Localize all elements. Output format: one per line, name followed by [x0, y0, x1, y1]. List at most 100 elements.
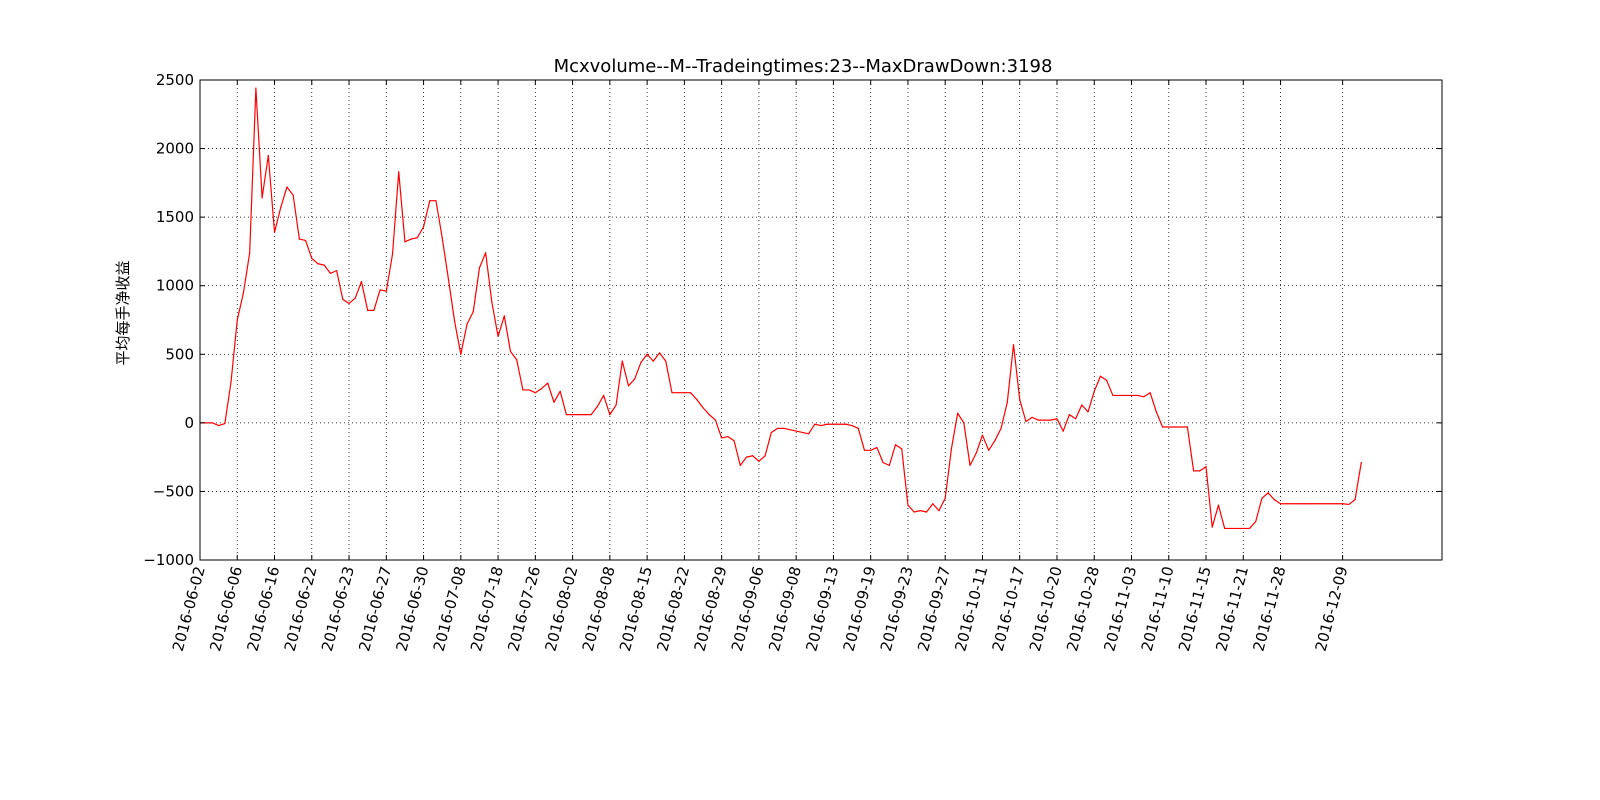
data-point: [925, 511, 928, 513]
data-point: [1255, 521, 1257, 523]
data-point: [1211, 526, 1213, 528]
x-tick-label: 2016-11-28: [1249, 564, 1289, 653]
data-point: [994, 440, 996, 442]
x-tick-label: 2016-06-06: [206, 564, 246, 653]
data-point: [578, 414, 580, 416]
x-tick-label: 2016-10-20: [1026, 564, 1066, 653]
data-point: [913, 511, 915, 513]
data-point: [416, 237, 418, 239]
data-point: [503, 315, 505, 317]
plot-frame: [199, 79, 1443, 561]
x-tick-label: 2016-06-30: [392, 564, 432, 653]
data-point: [1087, 411, 1089, 413]
x-tick-label: 2016-06-27: [355, 564, 395, 653]
data-point: [292, 194, 294, 196]
x-tick-label: 2016-07-26: [504, 564, 544, 653]
data-point: [975, 452, 977, 454]
data-point: [404, 241, 406, 243]
data-point: [1248, 527, 1251, 530]
data-point: [745, 456, 748, 458]
x-axis-ticks: 2016-06-022016-06-062016-06-162016-06-22…: [169, 80, 1352, 653]
data-point: [1031, 416, 1033, 418]
data-point: [776, 427, 779, 429]
data-point: [646, 353, 648, 355]
data-point: [851, 425, 853, 427]
data-point: [242, 291, 245, 294]
data-point: [689, 392, 692, 394]
x-tick-label: 2016-07-18: [467, 564, 507, 653]
x-tick-label: 2016-11-03: [1100, 564, 1140, 653]
data-point: [472, 311, 474, 313]
data-point: [273, 231, 276, 233]
data-point: [627, 385, 630, 387]
data-point: [584, 414, 586, 416]
data-point: [1286, 503, 1288, 505]
data-point: [603, 394, 605, 397]
x-tick-label: 2016-06-22: [281, 564, 321, 653]
data-point: [329, 272, 332, 274]
data-point: [478, 267, 481, 269]
data-point: [876, 446, 878, 449]
data-point: [354, 297, 356, 299]
data-point: [286, 186, 288, 188]
x-tick-label: 2016-06-16: [243, 564, 283, 653]
data-point: [298, 238, 300, 240]
data-point: [1317, 503, 1319, 505]
data-point: [565, 414, 567, 416]
y-tick-label: −1000: [143, 551, 194, 569]
data-point: [826, 423, 828, 425]
data-point: [323, 264, 325, 266]
data-point: [311, 257, 313, 259]
data-point: [1168, 426, 1170, 428]
data-point: [211, 422, 214, 424]
x-tick-label: 2016-09-23: [877, 564, 917, 653]
data-point: [1149, 392, 1151, 394]
data-point: [367, 309, 369, 311]
data-point: [727, 435, 729, 438]
data-point: [485, 252, 487, 254]
data-point: [1137, 394, 1139, 397]
data-point: [1304, 503, 1306, 505]
data-point: [758, 460, 760, 462]
data-point: [1224, 527, 1226, 530]
data-point: [509, 350, 512, 353]
data-point: [733, 440, 735, 442]
data-point: [957, 412, 959, 414]
x-tick-label: 2016-11-15: [1175, 564, 1215, 653]
data-point: [1236, 527, 1238, 530]
data-point: [1012, 344, 1015, 346]
data-point: [1273, 499, 1275, 501]
data-point: [391, 253, 394, 255]
data-point: [454, 320, 456, 322]
data-point: [1075, 418, 1077, 420]
data-point: [621, 360, 623, 362]
data-point: [1155, 411, 1157, 413]
data-point: [497, 335, 499, 338]
x-tick-label: 2016-09-27: [914, 564, 954, 653]
data-point: [640, 361, 642, 364]
y-tick-label: −500: [153, 482, 194, 500]
data-point: [888, 464, 890, 466]
data-point: [1043, 419, 1046, 421]
data-point: [255, 87, 257, 89]
data-point: [429, 200, 431, 202]
data-point: [1068, 414, 1070, 416]
data-point: [1056, 418, 1058, 420]
x-tick-label: 2016-10-11: [951, 564, 991, 653]
x-tick-label: 2016-09-06: [728, 564, 768, 653]
data-point: [665, 360, 667, 362]
x-tick-label: 2016-08-08: [579, 564, 619, 653]
data-point: [1112, 394, 1114, 397]
data-point: [708, 414, 710, 416]
data-point: [696, 398, 698, 401]
data-point: [845, 423, 847, 425]
data-point: [528, 389, 530, 391]
data-point: [534, 392, 536, 394]
data-point: [820, 425, 822, 427]
x-tick-label: 2016-06-23: [318, 564, 358, 653]
x-tick-label: 2016-12-09: [1312, 564, 1352, 653]
data-point: [1267, 492, 1269, 494]
data-point: [1199, 470, 1201, 472]
data-point: [1261, 497, 1263, 499]
data-point: [205, 422, 207, 424]
